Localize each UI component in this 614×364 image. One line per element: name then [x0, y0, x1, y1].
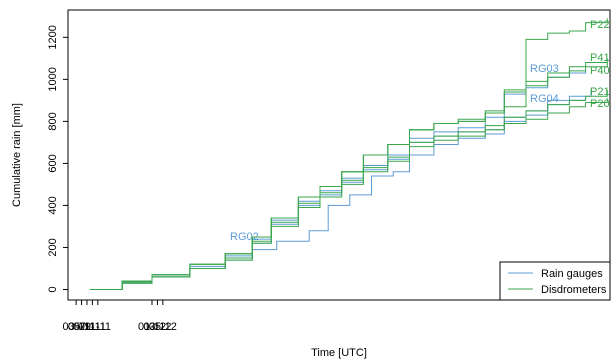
x-tick-label: 01-12 — [138, 321, 166, 333]
x-tick-label: 09-11 — [79, 321, 106, 333]
y-tick-label: 400 — [47, 196, 59, 214]
series-label-p40: P40 — [590, 65, 610, 77]
x-tick-label: 03-12 — [143, 321, 171, 333]
x-tick-label: 05-12 — [149, 321, 177, 333]
series-label-p21: P21 — [590, 86, 610, 98]
series-line-p20 — [89, 98, 608, 290]
series-line-p21 — [89, 89, 608, 290]
series-label-p41: P41 — [590, 52, 610, 64]
y-tick-label: 1200 — [47, 25, 59, 49]
legend-label-disdrometers: Disdrometers — [541, 284, 607, 296]
y-axis-title: Cumulative rain [mm] — [11, 103, 23, 207]
series-label-rg02: RG02 — [230, 231, 259, 243]
series-line-p22 — [89, 18, 608, 290]
series-label-rg03: RG03 — [530, 63, 559, 75]
x-tick-label: 05-11 — [68, 321, 95, 333]
series-line-rg03 — [89, 70, 587, 290]
x-tick-label: 03-11 — [62, 321, 89, 333]
y-tick-label: 800 — [47, 112, 59, 130]
x-axis-title: Time [UTC] — [311, 347, 367, 359]
legend: Rain gauges Disdrometers — [499, 261, 611, 301]
series-label-rg04: RG04 — [530, 93, 559, 105]
x-tick-label: 07-11 — [73, 321, 100, 333]
y-axis: 0 200 400 600 800 1000 1200 — [47, 25, 68, 293]
series-label-p20: P20 — [590, 98, 610, 110]
series-line-rg04 — [89, 98, 587, 290]
plot-frame — [67, 9, 611, 301]
y-tick-label: 600 — [47, 154, 59, 172]
y-tick-label: 1000 — [47, 67, 59, 91]
x-tick-label: 11-11 — [85, 321, 112, 333]
legend-label-rain-gauges: Rain gauges — [541, 268, 603, 280]
series-label-p22: P22 — [590, 19, 610, 31]
legend-box — [499, 261, 611, 301]
y-tick-label: 0 — [47, 286, 59, 292]
series-line-rg02 — [89, 89, 592, 290]
y-tick-label: 200 — [47, 238, 59, 256]
